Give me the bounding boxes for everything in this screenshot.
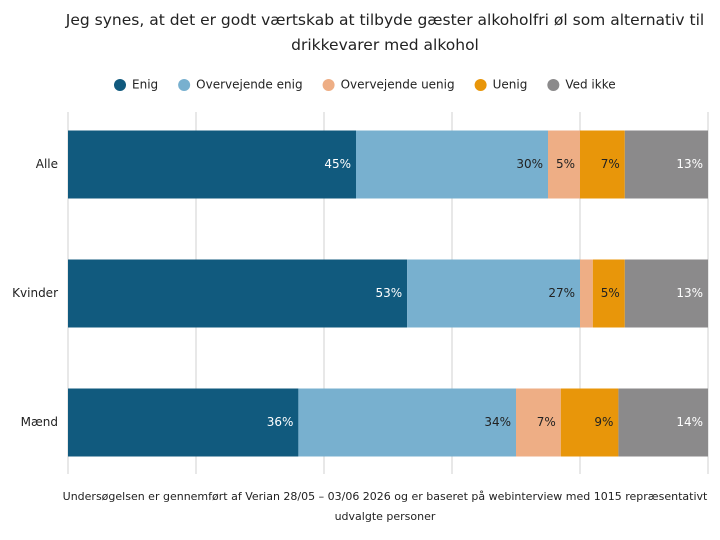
bar-segment	[68, 259, 408, 328]
bar-segment	[548, 130, 580, 199]
bar-segment	[624, 259, 708, 328]
bar-segment	[580, 130, 625, 199]
bar-segment	[298, 388, 516, 457]
legend-marker	[322, 79, 335, 91]
bar-segment	[68, 130, 356, 199]
bar-segment	[592, 259, 625, 328]
value-label: 5%	[601, 286, 620, 300]
value-label: 14%	[676, 415, 703, 429]
bar-segment	[356, 130, 548, 199]
legend-marker	[547, 79, 560, 91]
y-tick-label: Kvinder	[12, 286, 58, 300]
value-label: 7%	[601, 157, 620, 171]
bar-segment	[624, 130, 708, 199]
value-label: 53%	[376, 286, 403, 300]
chart-title: Jeg synes, at det er godt værtskab at ti…	[65, 11, 705, 54]
bar-segment	[618, 388, 708, 457]
value-label: 45%	[324, 157, 351, 171]
bar-segment	[560, 388, 619, 457]
bar-segment	[580, 259, 593, 328]
legend-marker	[178, 79, 191, 91]
legend-marker	[114, 79, 126, 91]
value-label: 36%	[267, 415, 294, 429]
bar-segment	[516, 388, 561, 457]
value-label: 7%	[537, 415, 556, 429]
value-label: 30%	[516, 157, 543, 171]
value-label: 5%	[556, 157, 575, 171]
value-label: 34%	[484, 415, 511, 429]
legend-label: Enig	[132, 78, 158, 92]
bar-segment	[407, 259, 580, 328]
legend-label: Uenig	[493, 78, 528, 92]
y-tick-label: Mænd	[21, 415, 58, 429]
legend-label: Overvejende enig	[196, 78, 302, 92]
footnote: Undersøgelsen er gennemført af Verian 28…	[62, 490, 708, 523]
value-label: 9%	[594, 415, 613, 429]
value-label: 13%	[676, 157, 703, 171]
legend-label: Overvejende uenig	[341, 78, 455, 92]
value-label: 27%	[548, 286, 575, 300]
legend-label: Ved ikke	[565, 78, 615, 92]
value-label: 13%	[676, 286, 703, 300]
legend-marker	[474, 79, 487, 91]
y-tick-label: Alle	[36, 157, 58, 171]
bar-segment	[68, 388, 299, 457]
